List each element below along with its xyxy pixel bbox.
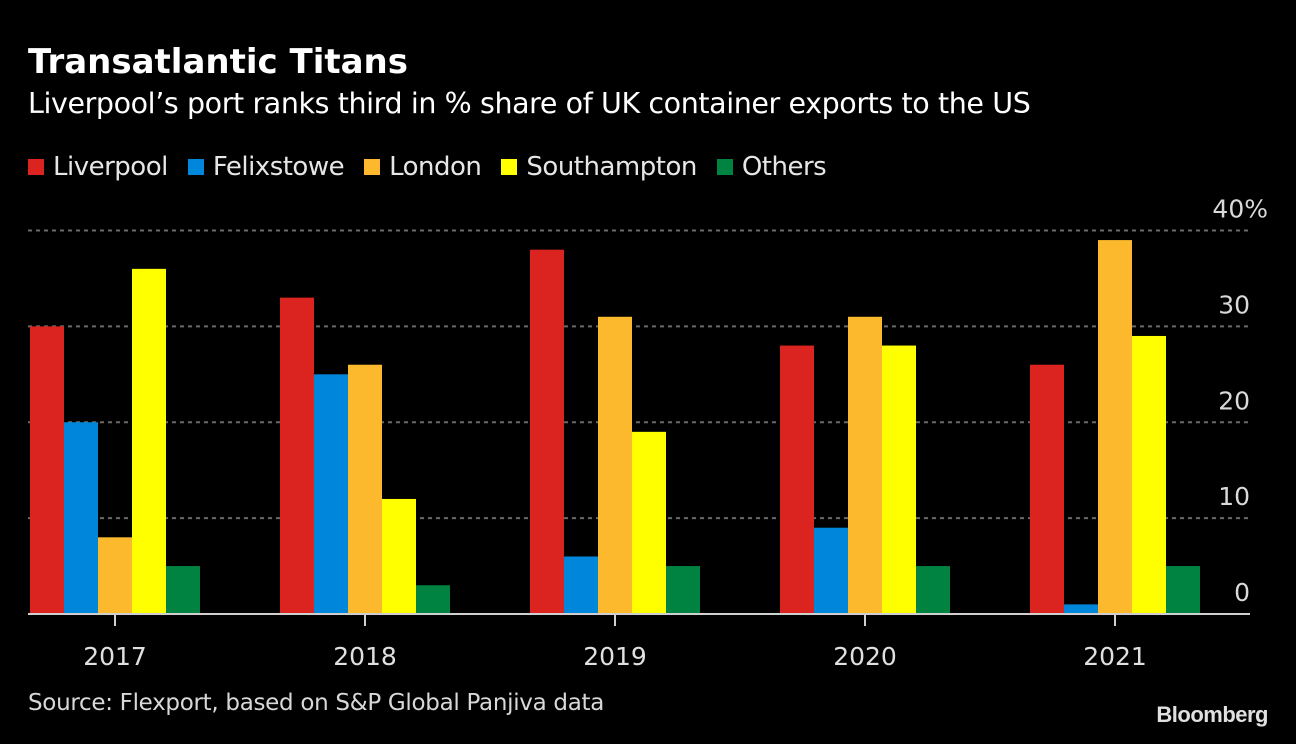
- bar-felixstowe-2019: [564, 556, 598, 614]
- legend-label-liverpool: Liverpool: [53, 152, 168, 182]
- bar-others-2019: [666, 566, 700, 614]
- legend-label-felixstowe: Felixstowe: [212, 152, 345, 182]
- bar-liverpool-2017: [30, 326, 64, 614]
- y-tick-label: 40%: [1212, 195, 1268, 224]
- x-tick-label: 2021: [1083, 642, 1147, 671]
- legend-swatch-london: [364, 159, 381, 175]
- legend-label-southampton: Southampton: [526, 152, 697, 182]
- bar-others-2021: [1166, 566, 1200, 614]
- legend: Liverpool Felixstowe London Southampton …: [28, 150, 846, 184]
- bloomberg-logo: Bloomberg: [1156, 702, 1268, 727]
- x-tick-label: 2018: [333, 642, 397, 671]
- legend-label-others: Others: [741, 152, 827, 182]
- bar-liverpool-2018: [280, 297, 314, 614]
- chart-title: Transatlantic Titans: [28, 42, 408, 82]
- bar-felixstowe-2020: [814, 527, 848, 614]
- bar-southampton-2019: [632, 431, 666, 614]
- axis-labels: 0 10 20 30 40% 2017 2018 2019 2020 2021: [83, 195, 1268, 672]
- bar-felixstowe-2021: [1064, 604, 1098, 614]
- y-tick-label: 20: [1218, 386, 1250, 415]
- x-axis: [28, 613, 1250, 626]
- bar-others-2018: [416, 585, 450, 614]
- bar-london-2020: [848, 316, 882, 614]
- legend-label-london: London: [389, 152, 482, 182]
- legend-item-london: London: [364, 152, 482, 182]
- bar-others-2017: [166, 566, 200, 614]
- bar-london-2019: [598, 316, 632, 614]
- x-tick-label: 2020: [833, 642, 897, 671]
- legend-item-liverpool: Liverpool: [28, 152, 168, 182]
- bar-southampton-2020: [882, 345, 916, 614]
- x-tick-label: 2017: [83, 642, 147, 671]
- bar-others-2020: [916, 566, 950, 614]
- bar-london-2017: [98, 537, 132, 614]
- bar-southampton-2021: [1132, 335, 1166, 614]
- bar-london-2018: [348, 364, 382, 614]
- y-tick-label: 0: [1234, 578, 1250, 607]
- x-tick-label: 2019: [583, 642, 647, 671]
- bar-liverpool-2021: [1030, 364, 1064, 614]
- legend-swatch-liverpool: [28, 159, 44, 175]
- source-note: Source: Flexport, based on S&P Global Pa…: [28, 690, 605, 716]
- bars: [30, 240, 1200, 615]
- legend-swatch-others: [716, 159, 733, 175]
- legend-swatch-southampton: [501, 159, 518, 175]
- legend-item-others: Others: [716, 152, 827, 182]
- bar-london-2021: [1098, 240, 1132, 614]
- bar-liverpool-2019: [530, 249, 564, 615]
- legend-item-southampton: Southampton: [501, 152, 697, 182]
- bar-southampton-2017: [132, 268, 166, 614]
- y-tick-label: 30: [1218, 290, 1250, 319]
- bar-liverpool-2020: [780, 345, 814, 614]
- bar-felixstowe-2017: [64, 422, 98, 614]
- legend-swatch-felixstowe: [187, 159, 204, 175]
- bar-southampton-2018: [382, 498, 416, 614]
- legend-item-felixstowe: Felixstowe: [187, 152, 345, 182]
- bar-felixstowe-2018: [314, 374, 348, 614]
- y-tick-label: 10: [1218, 482, 1250, 511]
- chart-subtitle: Liverpool’s port ranks third in % share …: [28, 87, 1031, 120]
